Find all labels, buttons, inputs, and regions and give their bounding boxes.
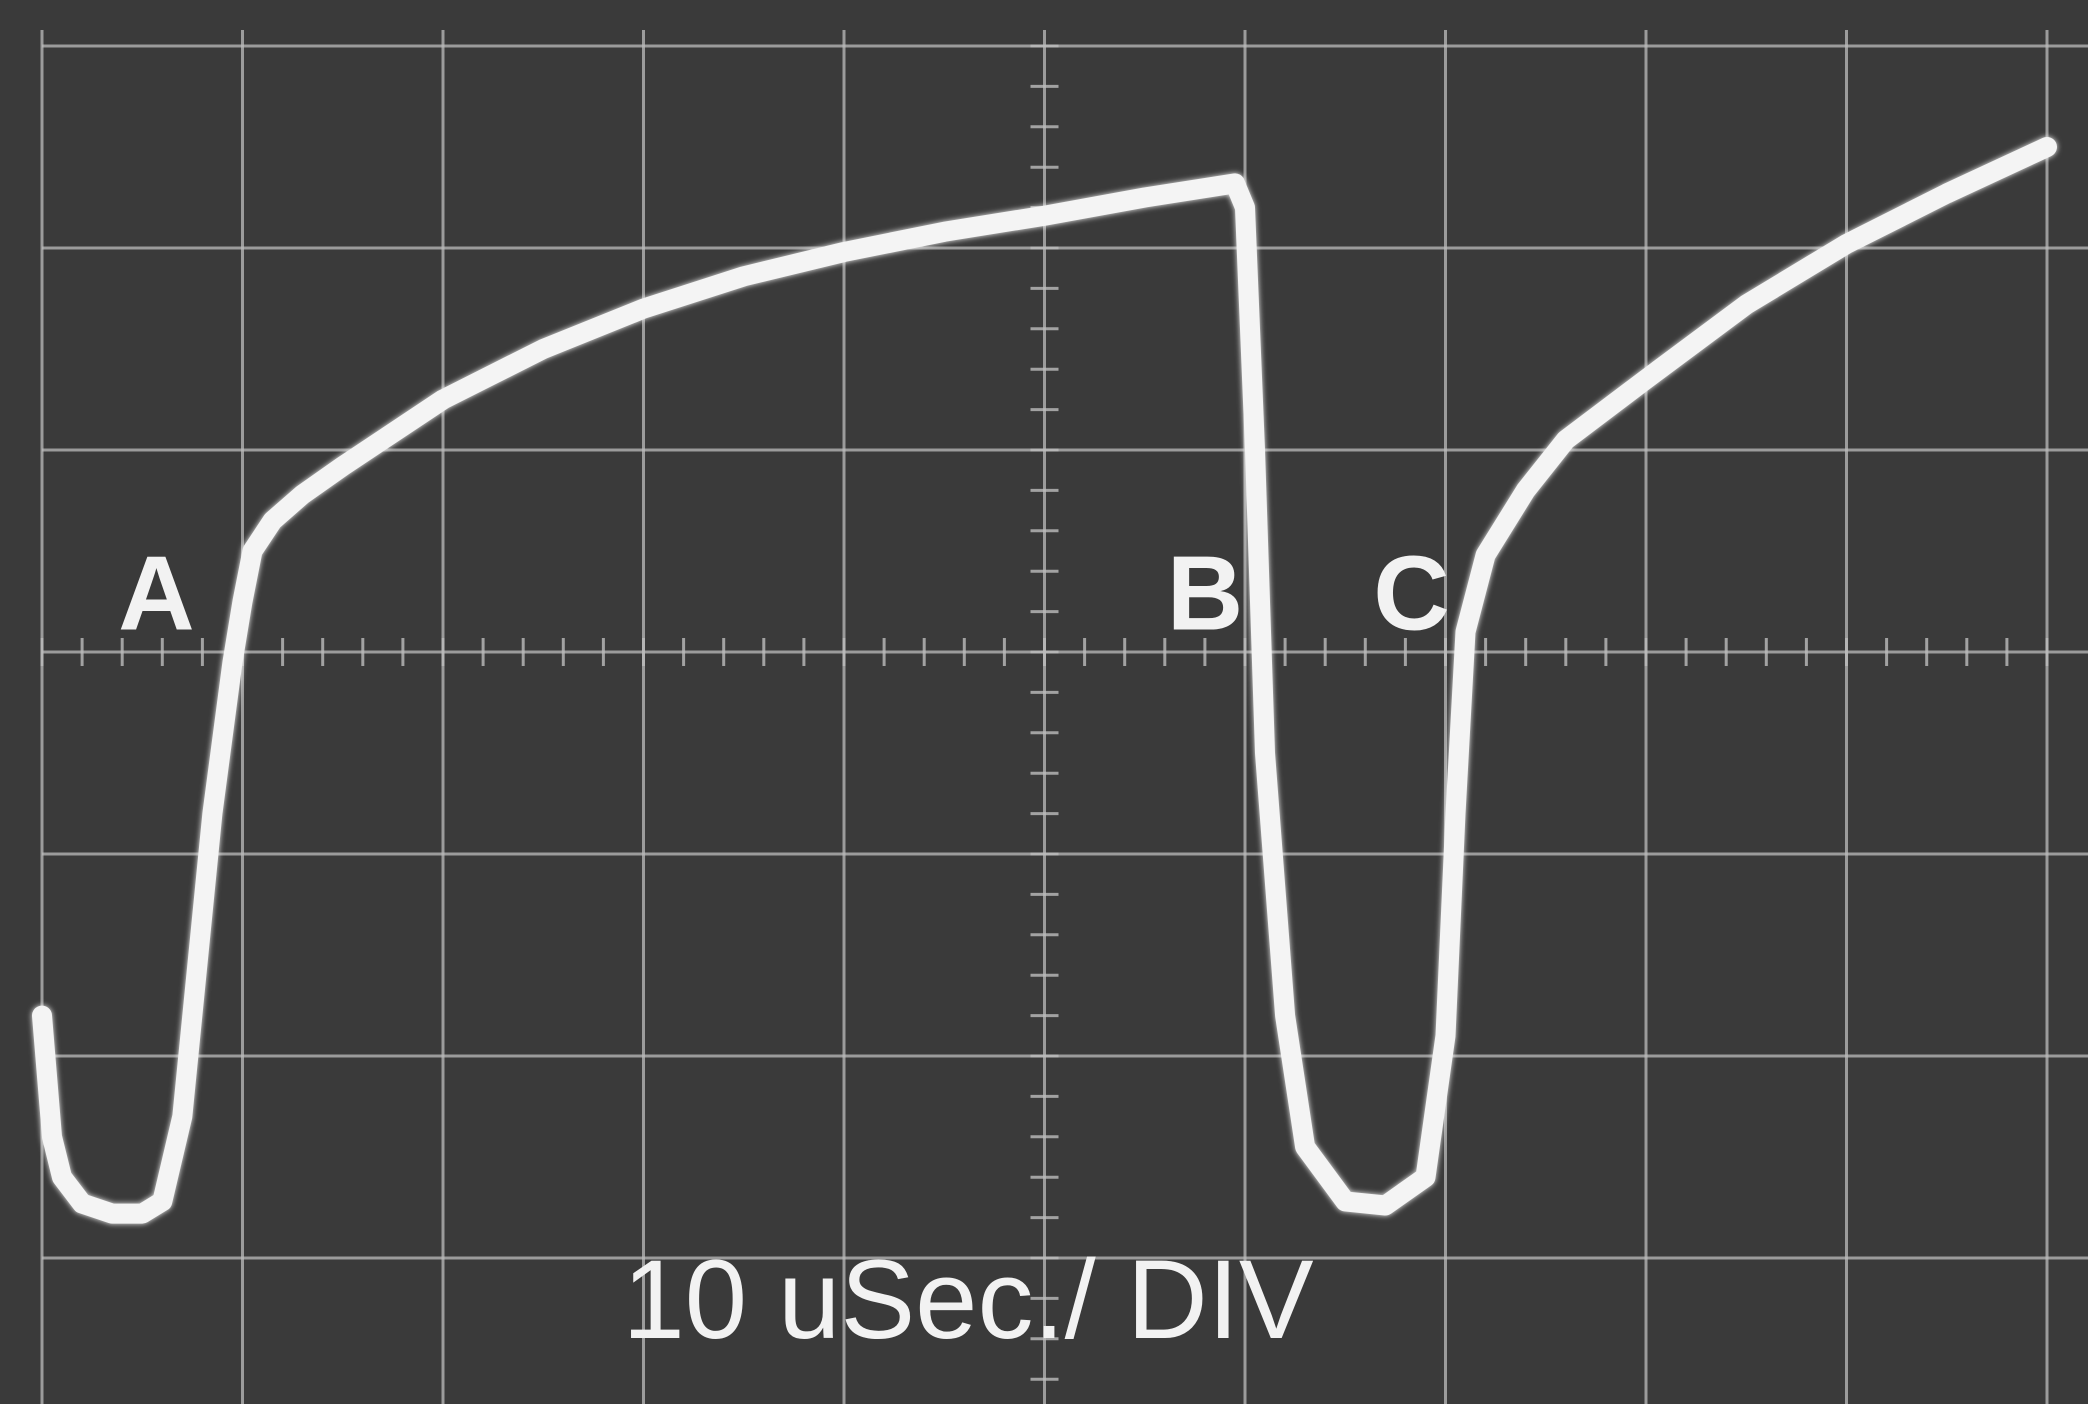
waveform-trace xyxy=(32,137,2057,1224)
point-label-a: A xyxy=(118,534,195,652)
timebase-label: 10 uSec./ DIV xyxy=(622,1237,1313,1362)
point-label-b: B xyxy=(1167,534,1244,652)
point-labels: A B C xyxy=(118,534,1450,652)
graticule-center-ticks xyxy=(40,44,2049,1381)
point-label-c: C xyxy=(1373,534,1450,652)
